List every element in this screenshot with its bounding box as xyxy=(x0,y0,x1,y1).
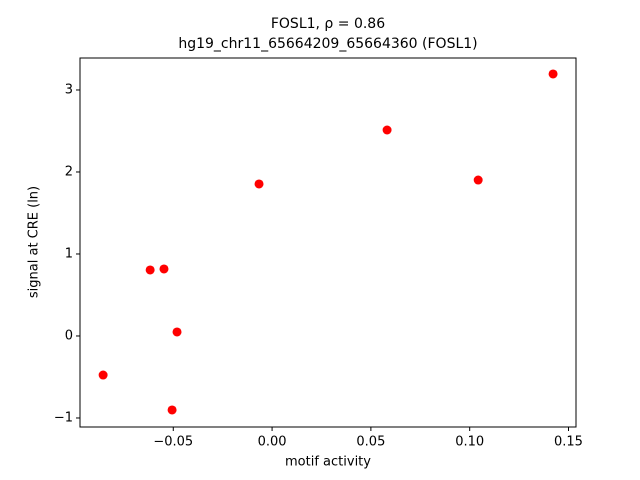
x-tick-label: −0.05 xyxy=(153,435,193,450)
point xyxy=(159,264,169,274)
x-axis-label: motif activity xyxy=(285,455,371,470)
y-tick-label: 1 xyxy=(65,246,73,261)
x-tick-label: 0.10 xyxy=(455,435,484,450)
y-tick-label: 0 xyxy=(65,328,73,343)
x-tick-label: 0.05 xyxy=(356,435,385,450)
y-tick-label: 2 xyxy=(65,164,73,179)
y-tick-label: 3 xyxy=(65,82,73,97)
point xyxy=(473,175,483,185)
point xyxy=(145,265,155,275)
y-tick-label: −1 xyxy=(54,410,73,425)
chart-title: FOSL1, ρ = 0.86 xyxy=(271,16,385,32)
plot-frame xyxy=(79,57,577,428)
point xyxy=(254,179,264,189)
point xyxy=(167,405,177,415)
point xyxy=(548,69,558,79)
chart-subtitle: hg19_chr11_65664209_65664360 (FOSL1) xyxy=(178,36,477,52)
y-axis-label: signal at CRE (ln) xyxy=(27,186,42,298)
point xyxy=(98,370,108,380)
point xyxy=(172,327,182,337)
point xyxy=(382,125,392,135)
x-tick-label: 0.00 xyxy=(258,435,287,450)
x-tick-label: 0.15 xyxy=(554,435,583,450)
